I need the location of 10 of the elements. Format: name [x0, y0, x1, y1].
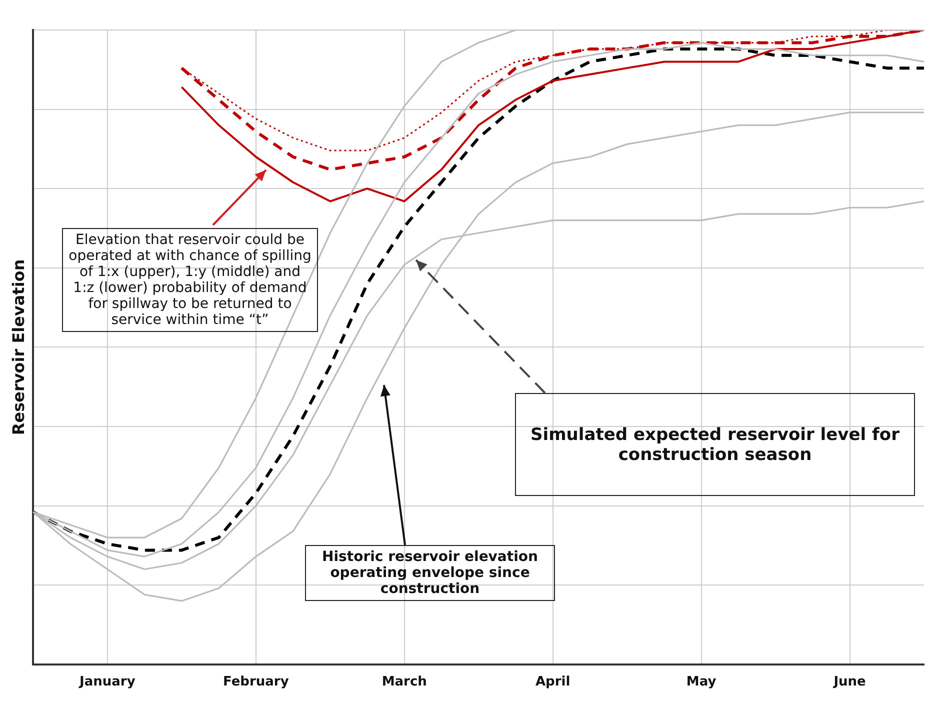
x-tick-label: May — [686, 674, 717, 690]
x-tick-label: June — [832, 674, 866, 690]
y-axis-title: Reservoir Elevation — [8, 259, 28, 436]
x-tick-label: February — [222, 674, 290, 690]
x-tick-label: March — [382, 674, 427, 690]
x-tick-label: April — [535, 674, 570, 690]
annotation: Simulated expected reservoir level for construction season — [515, 393, 915, 496]
x-tick-label: January — [78, 674, 136, 690]
annotation: Historic reservoir elevation operating envelope since construction — [305, 545, 555, 601]
annotation: Elevation that reservoir could be operated at with chance of spilling of 1:x (upper), 1:y (middle) and 1:z (lower) probability of demand for spillway to be returned to service within time “t” — [62, 228, 318, 332]
